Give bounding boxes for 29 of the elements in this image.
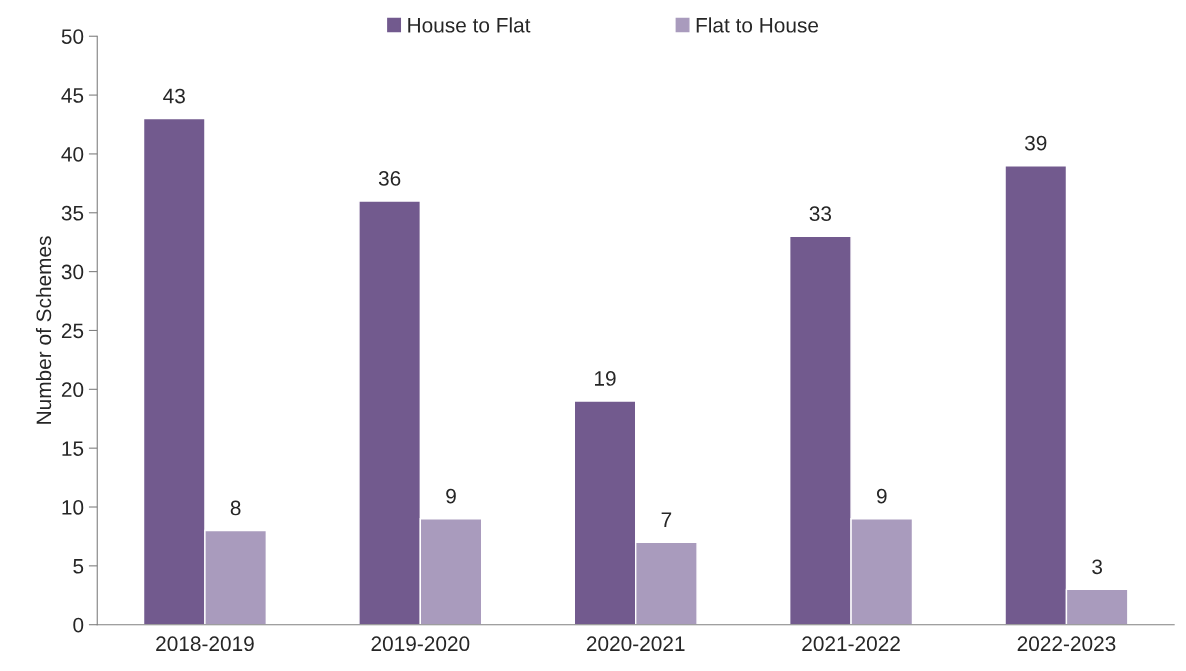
- y-tick-label: 50: [61, 29, 84, 44]
- y-tick-label: 20: [61, 382, 84, 398]
- y-tick-label: 40: [61, 146, 84, 162]
- x-tick-label: 2019-2020: [371, 636, 470, 652]
- y-tick-label: 30: [61, 264, 84, 280]
- data-label: 8: [230, 500, 241, 516]
- data-label: 7: [661, 512, 672, 527]
- y-tick-label: 15: [62, 441, 84, 456]
- data-label: 9: [446, 488, 456, 504]
- y-tick-label: 45: [61, 88, 84, 103]
- data-label: 33: [809, 206, 832, 222]
- legend-label: House to Flat: [408, 17, 531, 33]
- x-tick-label: 2022-2023: [1017, 636, 1116, 652]
- data-label: 36: [378, 171, 401, 186]
- x-tick-label: 2018-2019: [156, 636, 254, 652]
- legend-label: Flat to House: [696, 17, 819, 33]
- y-tick-label: 35: [61, 205, 84, 221]
- data-label: 9: [876, 488, 887, 504]
- x-tick-label: 2021-2022: [802, 636, 900, 652]
- data-label: 39: [1024, 135, 1047, 151]
- y-tick-label: 25: [61, 323, 84, 339]
- x-tick-label: 2020-2021: [586, 636, 685, 652]
- y-tick-label: 0: [73, 617, 84, 633]
- data-label: 43: [163, 88, 185, 104]
- y-tick-label: 10: [62, 500, 84, 515]
- data-label: 3: [1092, 559, 1103, 575]
- y-axis-title: Number of Schemes: [35, 236, 52, 424]
- data-label: 19: [595, 371, 616, 386]
- y-tick-label: 5: [73, 559, 84, 574]
